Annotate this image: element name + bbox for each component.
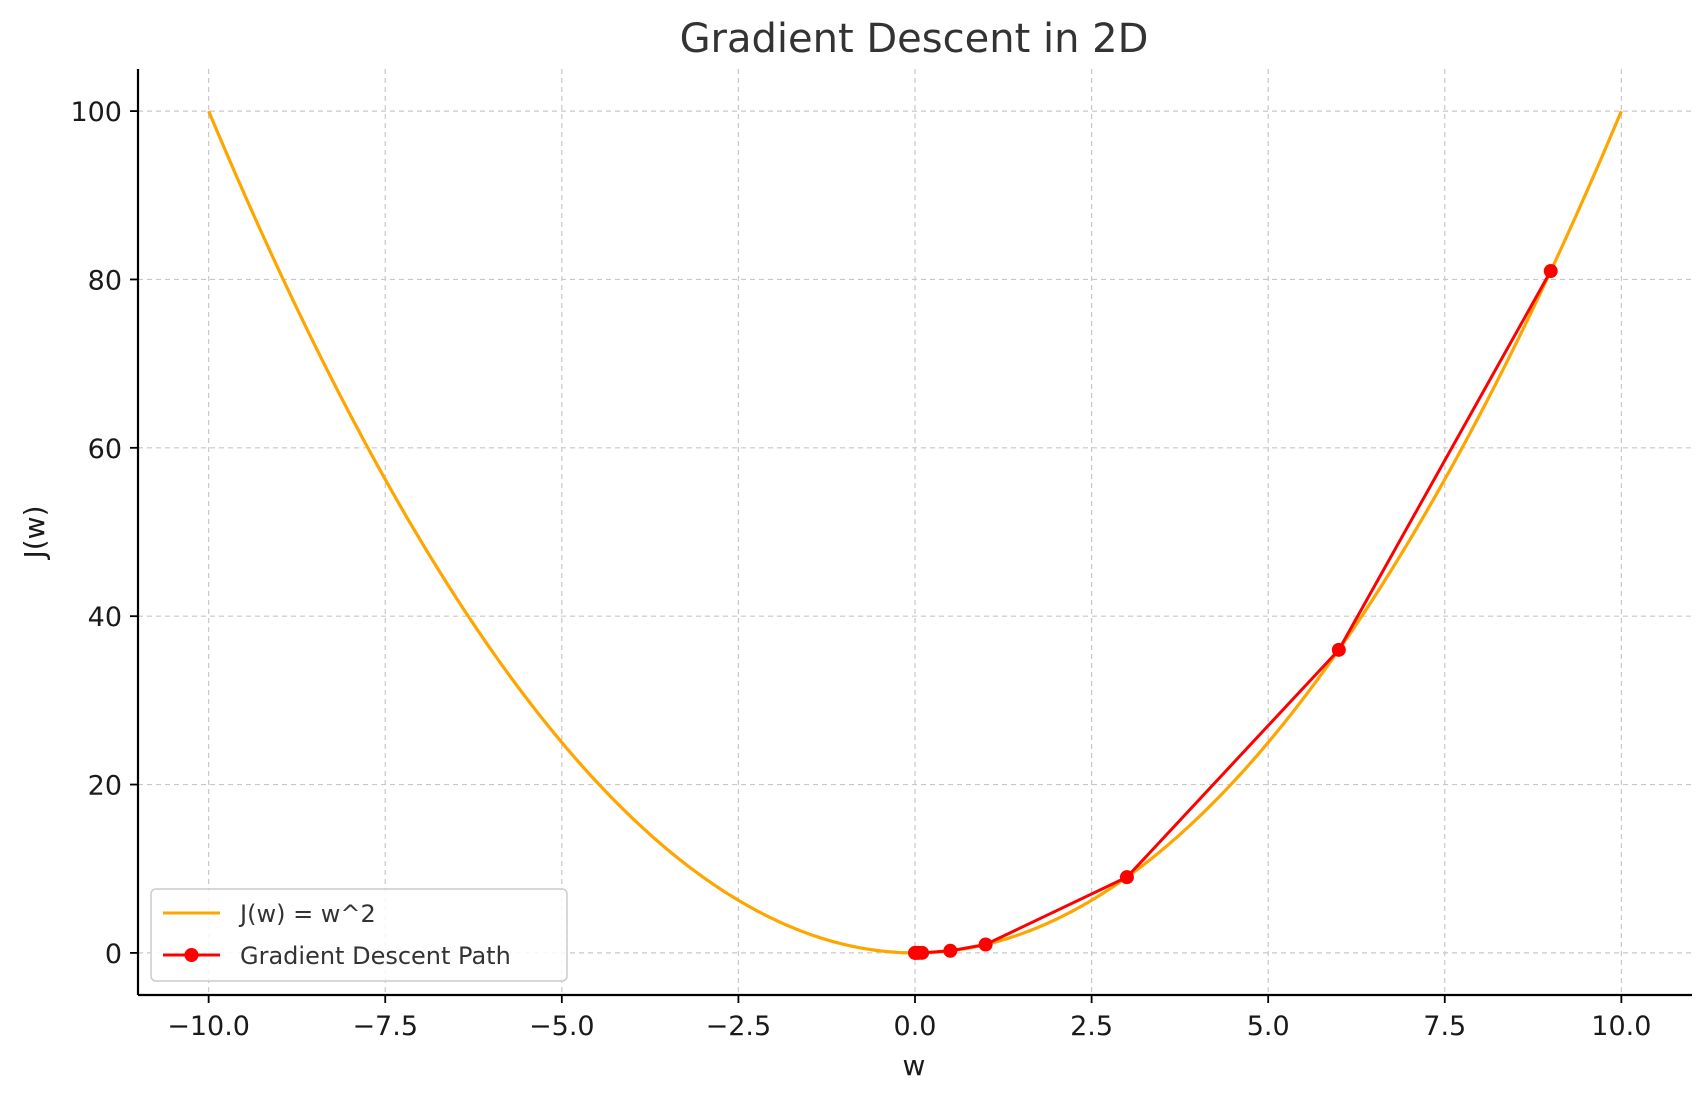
x-tick-label: 10.0 — [1591, 1011, 1651, 1042]
y-tick-label: 40 — [88, 602, 122, 633]
y-tick-label: 100 — [70, 97, 122, 128]
path-point — [1331, 642, 1346, 657]
x-tick-label: 0.0 — [894, 1011, 937, 1042]
path-point — [943, 943, 958, 958]
legend-marker-path — [184, 948, 199, 962]
path-point — [1543, 264, 1558, 279]
path-point — [1119, 870, 1134, 885]
legend: J(w) = w^2 Gradient Descent Path — [150, 888, 568, 982]
x-tick-label: 7.5 — [1423, 1011, 1466, 1042]
x-tick-label: 5.0 — [1247, 1011, 1290, 1042]
legend-box — [150, 888, 568, 982]
grid-layer — [138, 69, 1692, 995]
x-axis-label: w — [903, 1049, 926, 1082]
series-path-line — [914, 270, 1553, 955]
x-tick-label: 2.5 — [1070, 1011, 1113, 1042]
legend-label-path: Gradient Descent Path — [240, 942, 511, 970]
y-tick-label: 20 — [88, 771, 122, 802]
data-layer — [207, 110, 1623, 960]
x-tick-label: −5.0 — [529, 1011, 595, 1042]
legend-label-curve: J(w) = w^2 — [238, 900, 376, 928]
x-tick-label: −2.5 — [706, 1011, 772, 1042]
y-tick-label: 80 — [88, 265, 122, 296]
path-point — [908, 945, 922, 960]
chart-title: Gradient Descent in 2D — [680, 16, 1149, 62]
y-tick-label: 0 — [105, 939, 122, 970]
y-tick-label: 60 — [88, 434, 122, 465]
x-tick-label: −7.5 — [352, 1011, 418, 1042]
y-axis-label: J(w) — [18, 505, 51, 560]
x-tick-label: −10.0 — [167, 1011, 250, 1042]
ticks-layer: −10.0 −7.5 −5.0 −2.5 0.0 2.5 5.0 7.5 10.0 0 20 40 60… — [70, 97, 1651, 1042]
path-point — [978, 937, 993, 952]
